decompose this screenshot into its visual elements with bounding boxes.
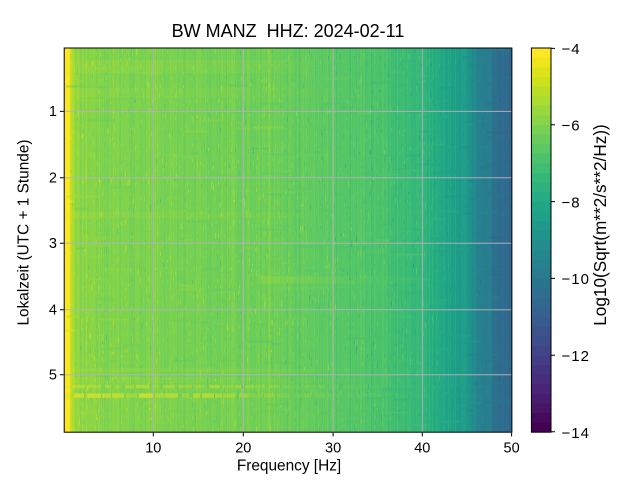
svg-text:−4: −4 [562,41,581,58]
svg-text:30: 30 [325,441,341,457]
svg-text:1: 1 [49,104,57,120]
svg-text:3: 3 [49,236,57,252]
svg-text:50: 50 [504,441,520,457]
svg-text:5: 5 [49,367,57,383]
svg-text:Log10(Sqrt(m**2/s**2/Hz)): Log10(Sqrt(m**2/s**2/Hz)) [590,124,610,326]
svg-text:−8: −8 [562,194,581,211]
svg-text:BW MANZ HHZ: 2024-02-11: BW MANZ HHZ: 2024-02-11 [172,21,405,41]
svg-text:2: 2 [49,170,57,186]
svg-text:−10: −10 [562,271,590,288]
svg-text:Frequency [Hz]: Frequency [Hz] [237,458,341,475]
svg-text:20: 20 [235,441,251,457]
svg-text:4: 4 [49,302,57,318]
svg-text:−14: −14 [562,425,590,442]
svg-text:Lokalzeit (UTC + 1 Stunde): Lokalzeit (UTC + 1 Stunde) [16,139,33,325]
svg-text:−12: −12 [562,348,590,365]
svg-text:40: 40 [414,441,430,457]
svg-text:−6: −6 [562,118,581,135]
svg-text:10: 10 [145,441,161,457]
